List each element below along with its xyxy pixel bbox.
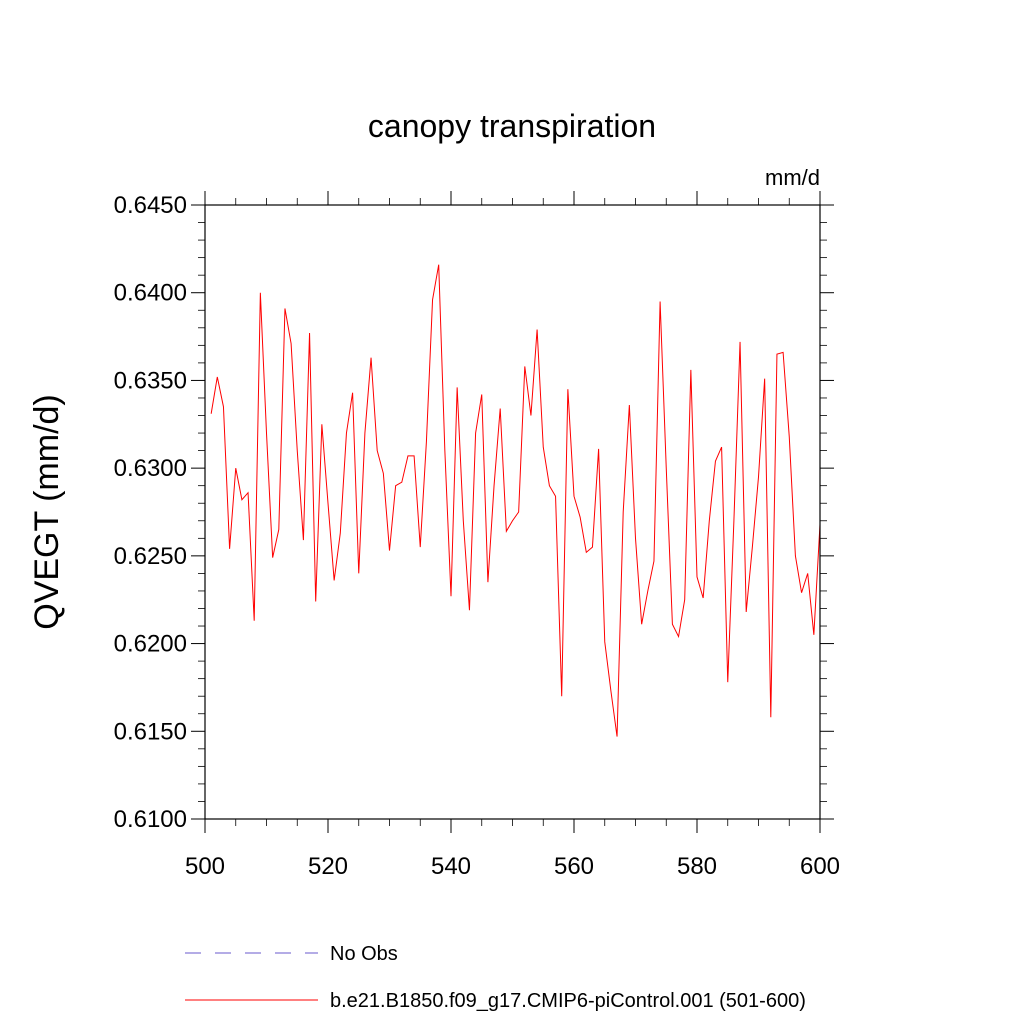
legend-label: b.e21.B1850.f09_g17.CMIP6-piControl.001 …: [330, 990, 806, 1012]
y-tick-label: 0.6200: [114, 631, 187, 658]
y-tick-label: 0.6400: [114, 280, 187, 307]
plot-frame: [204, 204, 821, 820]
y-tick-label: 0.6300: [114, 455, 187, 482]
x-tick-label: 580: [677, 853, 717, 880]
legend-label: No Obs: [330, 943, 398, 965]
y-tick-label: 0.6250: [114, 543, 187, 570]
y-tick-label: 0.6100: [114, 806, 187, 833]
y-tick-label: 0.6450: [114, 192, 187, 219]
x-tick-label: 520: [308, 853, 348, 880]
units-label: mm/d: [765, 165, 820, 190]
x-tick-label: 540: [431, 853, 471, 880]
axis-ticks: 0.6100 0.6150 0.6200 0.6250 0.6300 0.6350 0.64…: [114, 191, 840, 880]
chart-title: canopy transpiration: [368, 108, 656, 144]
plot-area: [210, 264, 821, 737]
series-line: [210, 264, 821, 737]
x-tick-label: 560: [554, 853, 594, 880]
x-tick-label: 600: [800, 853, 840, 880]
legend: No Obs b.e21.B1850.f09_g17.CMIP6-piContro…: [185, 943, 806, 1012]
x-tick-label: 500: [185, 853, 225, 880]
y-tick-label: 0.6350: [114, 367, 187, 394]
y-axis-label: QVEGT (mm/d): [28, 394, 66, 630]
y-tick-label: 0.6150: [114, 718, 187, 745]
